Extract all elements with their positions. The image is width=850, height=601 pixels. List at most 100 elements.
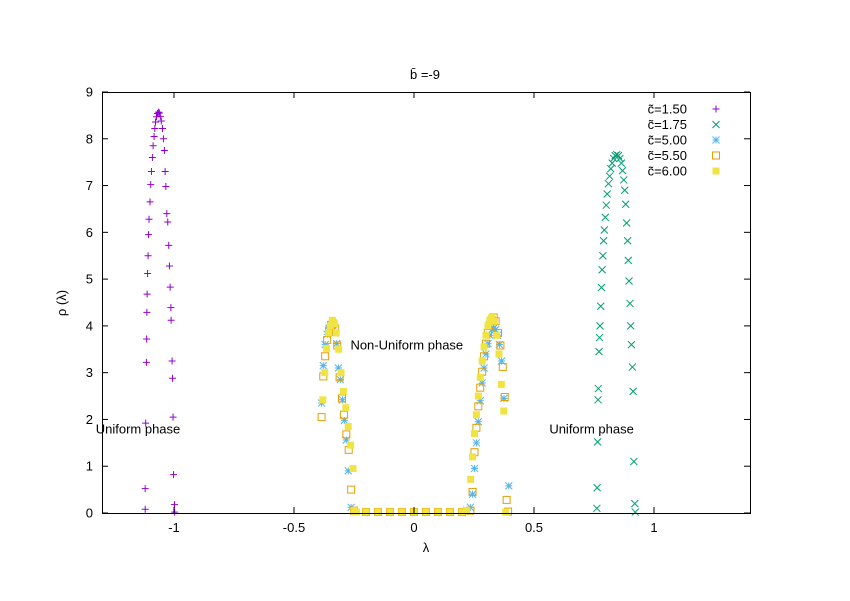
- legend: c̃=1.50c̃=1.75c̃=5.00c̃=5.50c̃=6.00: [648, 102, 720, 179]
- data-point: [472, 438, 481, 447]
- data-point: [630, 499, 639, 508]
- data-point: [344, 467, 353, 475]
- data-point: [147, 181, 155, 189]
- series-2: [593, 150, 640, 516]
- series-5: [319, 313, 510, 516]
- data-point: [468, 490, 477, 499]
- data-point: [474, 392, 482, 400]
- data-point: [596, 322, 604, 330]
- data-point: [142, 358, 150, 366]
- y-tick-label: 3: [86, 365, 93, 380]
- data-point: [620, 186, 629, 195]
- y-tick-label: 8: [86, 131, 93, 146]
- plot-marks: [141, 108, 640, 517]
- legend-marker: [712, 151, 720, 160]
- legend-marker: [712, 167, 720, 175]
- data-point: [170, 501, 178, 509]
- data-point: [474, 417, 483, 426]
- y-tick-label: 1: [86, 459, 93, 474]
- data-point: [326, 322, 334, 330]
- data-point: [617, 159, 626, 167]
- data-point: [144, 252, 152, 260]
- data-point: [159, 135, 167, 143]
- data-point: [629, 387, 637, 396]
- legend-label: c̃=5.50: [648, 148, 687, 163]
- data-point: [422, 508, 430, 516]
- data-point: [157, 117, 165, 125]
- data-point: [470, 429, 478, 437]
- data-point: [606, 164, 615, 173]
- data-point: [164, 218, 172, 226]
- data-point: [362, 508, 370, 516]
- data-point: [374, 508, 382, 516]
- data-point: [148, 153, 156, 161]
- data-point: [171, 508, 179, 516]
- data-point: [141, 505, 149, 513]
- data-point: [144, 269, 152, 277]
- data-point: [502, 495, 511, 504]
- data-point: [619, 176, 628, 184]
- legend-label: c̃=1.75: [648, 117, 687, 132]
- data-point: [321, 340, 330, 349]
- data-point: [629, 457, 638, 466]
- data-point: [339, 387, 347, 395]
- data-point: [593, 504, 601, 513]
- data-point: [602, 201, 611, 210]
- x-tick-label: 0.5: [525, 520, 543, 535]
- legend-marker: [712, 120, 720, 129]
- data-point: [601, 213, 610, 222]
- data-point: [490, 317, 498, 325]
- y-tick-label: 4: [86, 318, 93, 333]
- data-point: [143, 308, 151, 316]
- data-point: [150, 132, 158, 140]
- data-point: [158, 124, 166, 132]
- axis-ticks: -1 -0.5 0 0.5 1 0 1 2 3 4 5 6 7 8 9: [86, 85, 750, 535]
- data-point: [622, 219, 631, 227]
- data-point: [321, 369, 329, 377]
- data-point: [595, 333, 604, 342]
- data-point: [493, 331, 501, 339]
- data-point: [625, 277, 633, 285]
- data-point: [162, 182, 170, 190]
- data-point: [167, 316, 175, 324]
- annotation-label: Uniform phase: [549, 421, 634, 436]
- data-point: [500, 394, 508, 403]
- data-point: [398, 508, 406, 516]
- legend-label: c̃=1.50: [648, 102, 687, 117]
- data-point: [169, 374, 177, 382]
- data-point: [497, 380, 505, 388]
- data-point: [349, 465, 357, 473]
- data-point: [604, 179, 613, 188]
- data-point: [347, 441, 355, 449]
- data-point: [599, 236, 608, 245]
- y-tick-label: 0: [86, 506, 93, 521]
- data-point: [618, 166, 627, 175]
- data-point: [169, 413, 177, 421]
- data-point: [616, 154, 624, 163]
- data-point: [478, 357, 486, 365]
- data-point: [434, 508, 442, 516]
- x-tick-label: 1: [650, 520, 657, 535]
- data-point: [317, 413, 326, 422]
- data-point: [339, 410, 348, 419]
- data-point: [498, 363, 507, 372]
- data-point: [323, 344, 331, 352]
- data-point: [502, 508, 510, 516]
- data-point: [149, 142, 157, 150]
- data-point: [142, 419, 150, 427]
- data-point: [344, 422, 352, 430]
- data-point: [161, 168, 169, 176]
- legend-marker: [712, 105, 720, 113]
- data-point: [504, 482, 513, 490]
- data-point: [603, 190, 612, 198]
- data-point: [484, 322, 492, 330]
- data-point: [467, 475, 475, 483]
- data-point: [594, 395, 602, 404]
- data-point: [624, 256, 633, 265]
- x-axis-label: λ: [423, 540, 430, 555]
- data-point: [152, 118, 160, 126]
- data-point: [170, 471, 178, 479]
- data-point: [143, 335, 151, 343]
